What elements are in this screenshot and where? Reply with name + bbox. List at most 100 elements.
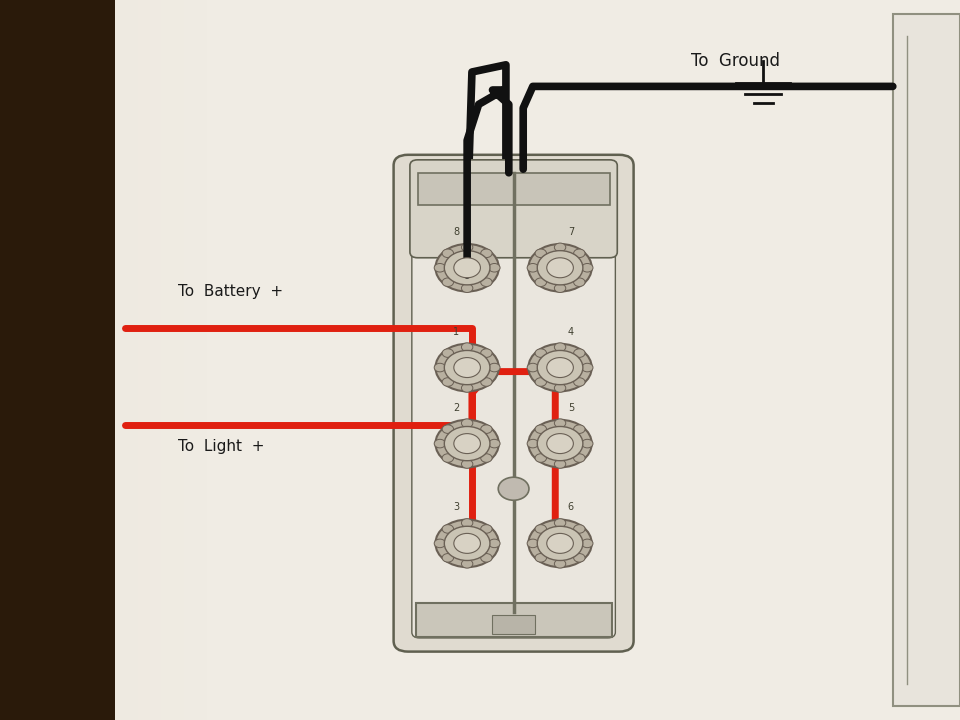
Circle shape <box>554 559 565 568</box>
Circle shape <box>489 439 500 448</box>
Text: 4: 4 <box>567 327 574 337</box>
Text: 5: 5 <box>567 402 574 413</box>
Circle shape <box>462 384 473 392</box>
Bar <box>418 173 610 205</box>
Circle shape <box>436 420 499 467</box>
Circle shape <box>481 348 492 357</box>
Circle shape <box>574 378 585 387</box>
Circle shape <box>527 539 539 548</box>
Circle shape <box>444 526 490 560</box>
Circle shape <box>462 243 473 251</box>
Circle shape <box>462 419 473 428</box>
Circle shape <box>535 454 546 462</box>
Circle shape <box>454 358 480 377</box>
Circle shape <box>481 454 492 462</box>
Bar <box>127 0 138 720</box>
Circle shape <box>462 518 473 527</box>
Circle shape <box>538 251 583 285</box>
Circle shape <box>554 419 565 428</box>
Circle shape <box>436 520 499 567</box>
Circle shape <box>434 439 445 448</box>
Circle shape <box>443 378 453 387</box>
Bar <box>416 603 612 637</box>
Circle shape <box>554 343 565 351</box>
Bar <box>196 0 207 720</box>
Bar <box>115 0 960 720</box>
Bar <box>184 0 196 720</box>
Circle shape <box>574 554 585 562</box>
Circle shape <box>481 249 492 258</box>
Bar <box>161 0 173 720</box>
Circle shape <box>481 278 492 287</box>
FancyBboxPatch shape <box>412 168 615 638</box>
Text: 7: 7 <box>567 227 574 237</box>
Circle shape <box>443 348 453 357</box>
Circle shape <box>527 439 539 448</box>
Bar <box>138 0 150 720</box>
Circle shape <box>582 264 593 272</box>
Circle shape <box>434 264 445 272</box>
Bar <box>115 0 127 720</box>
Circle shape <box>535 348 546 357</box>
Circle shape <box>574 454 585 462</box>
Text: 6: 6 <box>567 503 574 513</box>
Circle shape <box>547 358 573 377</box>
Circle shape <box>574 525 585 534</box>
Circle shape <box>528 420 591 467</box>
Circle shape <box>582 364 593 372</box>
Circle shape <box>481 554 492 562</box>
Circle shape <box>462 559 473 568</box>
Text: 3: 3 <box>453 503 460 513</box>
Circle shape <box>554 518 565 527</box>
Circle shape <box>538 526 583 560</box>
Circle shape <box>535 525 546 534</box>
Circle shape <box>574 348 585 357</box>
Circle shape <box>444 351 490 384</box>
Bar <box>173 0 184 720</box>
Circle shape <box>462 343 473 351</box>
Circle shape <box>547 433 573 454</box>
Circle shape <box>547 258 573 278</box>
Bar <box>150 0 161 720</box>
Circle shape <box>554 384 565 392</box>
Circle shape <box>443 525 453 534</box>
Circle shape <box>535 249 546 258</box>
Bar <box>893 14 960 706</box>
Circle shape <box>462 284 473 292</box>
Circle shape <box>454 433 480 454</box>
Circle shape <box>489 539 500 548</box>
Circle shape <box>528 520 591 567</box>
Circle shape <box>443 249 453 258</box>
Circle shape <box>444 251 490 285</box>
Text: 1: 1 <box>453 327 460 337</box>
Circle shape <box>547 534 573 554</box>
Circle shape <box>434 539 445 548</box>
Text: To  Ground: To Ground <box>691 52 780 70</box>
Circle shape <box>443 278 453 287</box>
Circle shape <box>454 534 480 554</box>
Circle shape <box>436 244 499 292</box>
Circle shape <box>582 539 593 548</box>
Circle shape <box>574 425 585 433</box>
Circle shape <box>538 426 583 461</box>
Circle shape <box>538 351 583 384</box>
Circle shape <box>554 460 565 468</box>
Circle shape <box>436 344 499 392</box>
Circle shape <box>489 264 500 272</box>
Bar <box>492 615 535 634</box>
FancyBboxPatch shape <box>394 155 634 652</box>
Circle shape <box>535 278 546 287</box>
Text: To  Light  +: To Light + <box>178 439 264 454</box>
Circle shape <box>527 264 539 272</box>
Circle shape <box>481 425 492 433</box>
Circle shape <box>528 244 591 292</box>
Text: To  Battery  +: To Battery + <box>178 284 283 299</box>
Circle shape <box>574 278 585 287</box>
Circle shape <box>444 426 490 461</box>
Circle shape <box>481 378 492 387</box>
Circle shape <box>527 364 539 372</box>
Circle shape <box>498 477 529 500</box>
Circle shape <box>434 364 445 372</box>
Text: 2: 2 <box>453 402 460 413</box>
Circle shape <box>554 243 565 251</box>
